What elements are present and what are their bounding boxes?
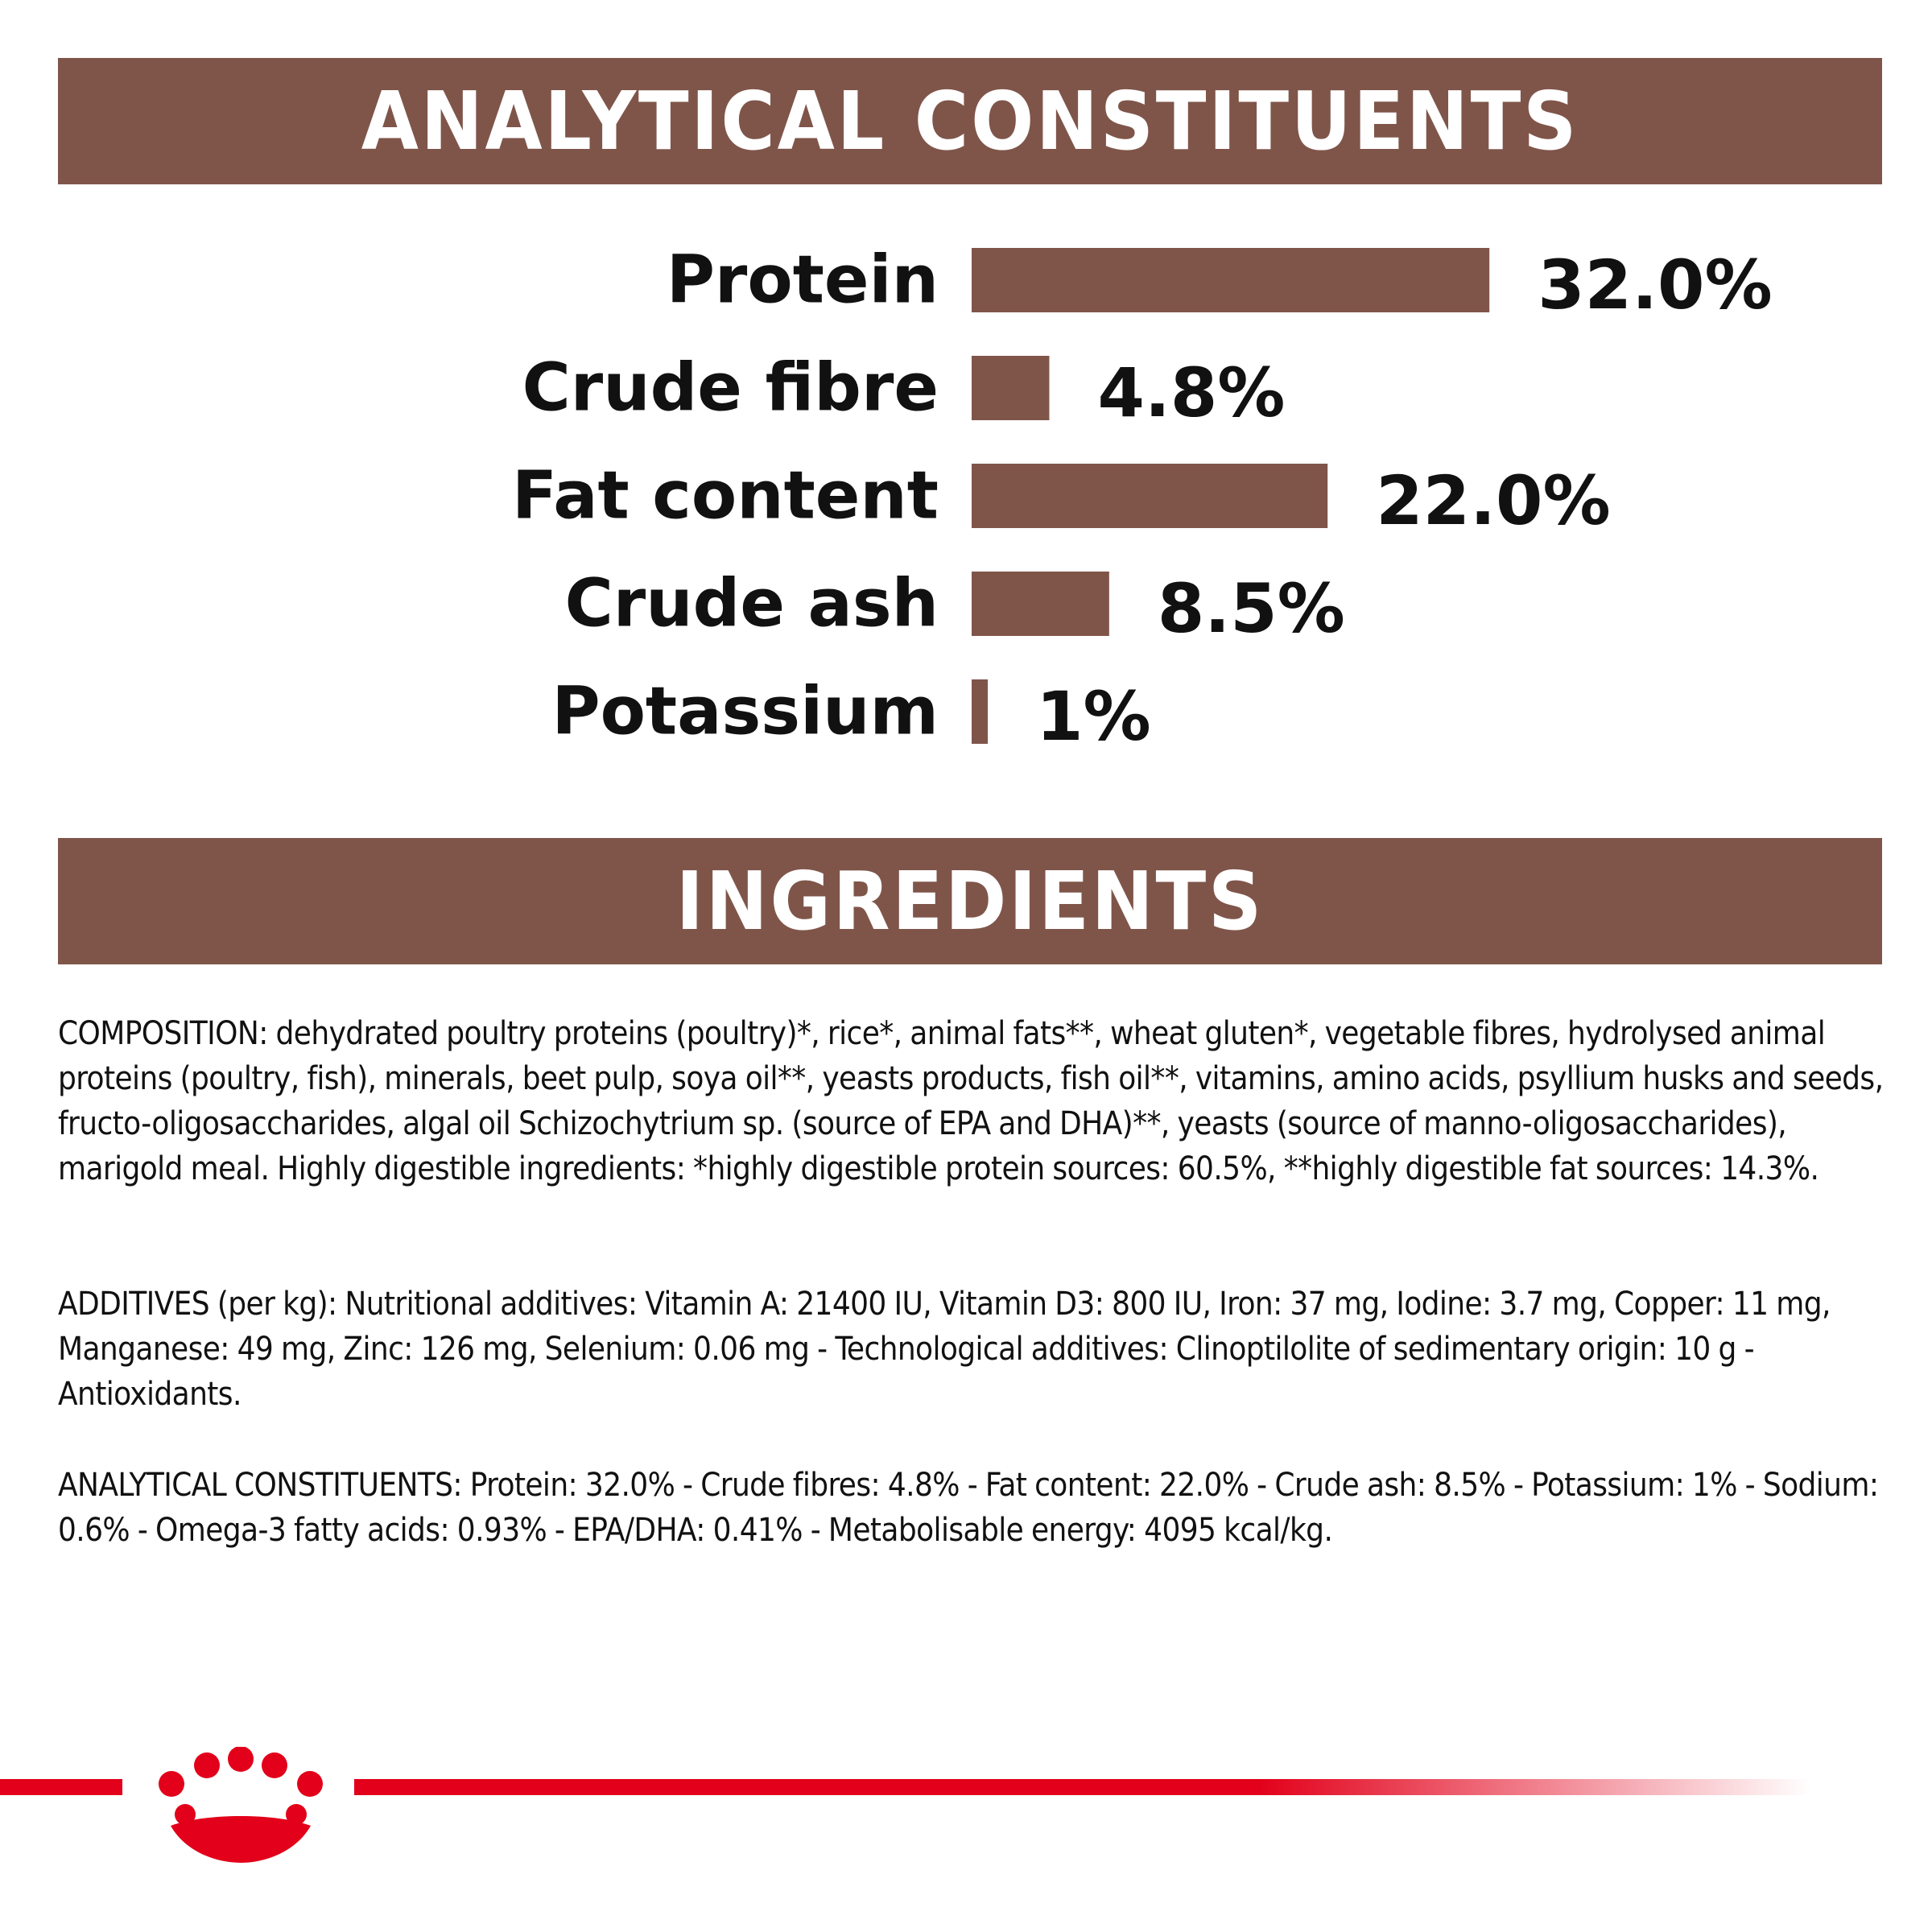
bar-label-potassium: Potassium [551, 674, 939, 750]
ingredients-title: INGREDIENTS [675, 854, 1265, 948]
bar-fat-content [972, 464, 1328, 528]
bar-value-crude-ash: 8.5% [1158, 569, 1345, 648]
bar-potassium [972, 679, 989, 744]
bar-label-fat-content: Fat content [512, 458, 939, 535]
brand-footer [0, 1747, 1811, 1863]
bar-value-fat-content: 22.0% [1376, 461, 1610, 540]
ingredients-banner: INGREDIENTS [58, 838, 1882, 964]
bar-value-protein: 32.0% [1538, 246, 1772, 324]
brand-line-left [0, 1779, 122, 1795]
analytical-constituents-title: ANALYTICAL CONSTITUENTS [361, 74, 1579, 168]
bar-crude-ash [972, 572, 1109, 636]
composition-paragraph: COMPOSITION: dehydrated poultry proteins… [58, 1015, 1884, 1187]
royal-canin-crown-icon [159, 1747, 323, 1863]
analytical-constituents-paragraph: ANALYTICAL CONSTITUENTS: Protein: 32.0% … [58, 1467, 1879, 1549]
bar-label-crude-ash: Crude ash [565, 566, 939, 642]
brand-line-right [354, 1779, 1811, 1795]
analytical-constituents-banner: ANALYTICAL CONSTITUENTS [58, 58, 1882, 184]
bar-protein [972, 248, 1490, 312]
bar-label-protein: Protein [667, 242, 939, 319]
bar-label-crude-fibre: Crude fibre [522, 350, 939, 427]
bar-value-potassium: 1% [1036, 677, 1151, 756]
analytical-constituents-chart: Protein 32.0% Crude fibre 4.8% Fat content 22… [512, 242, 1773, 757]
additives-paragraph: ADDITIVES (per kg): Nutritional additive… [58, 1286, 1831, 1413]
bar-value-crude-fibre: 4.8% [1097, 353, 1285, 432]
bar-crude-fibre [972, 356, 1050, 420]
